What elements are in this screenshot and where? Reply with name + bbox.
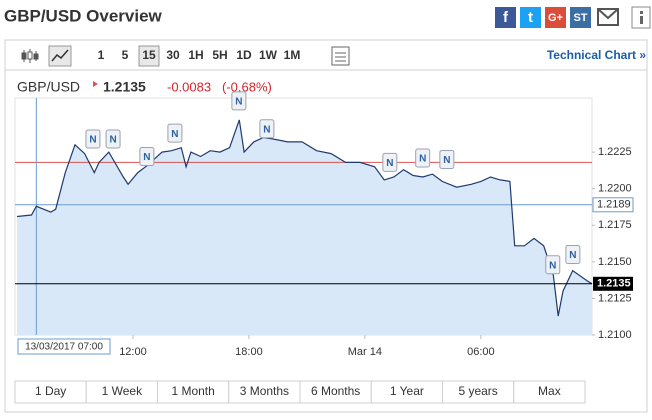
- range-button-label[interactable]: 3 Months: [240, 384, 289, 398]
- share-icon[interactable]: [495, 7, 516, 28]
- interval-button[interactable]: 1M: [284, 48, 301, 62]
- news-marker-label[interactable]: N: [171, 129, 178, 140]
- x-tick-label: 12:00: [119, 346, 147, 358]
- area-fill: [17, 119, 592, 336]
- share-icon-label[interactable]: ST: [573, 12, 587, 24]
- range-button[interactable]: [513, 380, 586, 404]
- range-button-label[interactable]: 1 Year: [390, 384, 424, 398]
- news-marker-label[interactable]: N: [443, 155, 450, 166]
- range-button-label[interactable]: 1 Month: [171, 384, 214, 398]
- news-marker-label[interactable]: N: [549, 260, 556, 271]
- y-tick-label: 1.2225: [598, 146, 632, 158]
- crosshair-y-label: 1.2189: [597, 199, 631, 211]
- news-marker-label[interactable]: N: [263, 124, 270, 135]
- info-icon-bar[interactable]: [640, 16, 643, 24]
- interval-button[interactable]: 1W: [259, 48, 278, 62]
- x-tick-label: 18:00: [235, 346, 263, 358]
- quote-flag: [93, 81, 98, 87]
- crosshair-x-label: 13/03/2017 07:00: [25, 342, 103, 353]
- y-tick-label: 1.2125: [598, 292, 632, 304]
- news-marker-label[interactable]: N: [109, 135, 116, 146]
- news-marker-label[interactable]: N: [89, 135, 96, 146]
- last-price-badge: [593, 276, 633, 291]
- interval-selected[interactable]: [138, 45, 160, 67]
- y-tick-label: 1.2100: [598, 329, 632, 341]
- share-icon[interactable]: [545, 7, 566, 28]
- x-tick-label: Mar 14: [348, 346, 382, 358]
- price-line: [16, 119, 593, 317]
- line-chart-icon[interactable]: [48, 45, 72, 67]
- quote-symbol: GBP/USD: [17, 79, 80, 95]
- news-marker[interactable]: [439, 149, 455, 169]
- share-icon-label[interactable]: G+: [548, 12, 563, 24]
- quote-change: -0.0083: [167, 79, 211, 94]
- technical-chart-link[interactable]: Technical Chart »: [547, 48, 646, 62]
- news-marker[interactable]: [167, 123, 183, 143]
- interval-button[interactable]: 1: [98, 48, 105, 62]
- crosshair-y-badge: [592, 197, 634, 213]
- news-marker[interactable]: [565, 245, 581, 265]
- mail-icon-flap[interactable]: [597, 8, 619, 20]
- news-marker[interactable]: [85, 129, 101, 149]
- news-marker-label[interactable]: N: [419, 154, 426, 165]
- crosshair-x-badge: [17, 338, 111, 355]
- calendar-icon[interactable]: [331, 46, 350, 66]
- news-marker-label[interactable]: N: [386, 158, 393, 169]
- news-marker[interactable]: [105, 129, 121, 149]
- news-marker-label[interactable]: N: [143, 152, 150, 163]
- range-button-label[interactable]: 6 Months: [311, 384, 360, 398]
- page-title: GBP/USD Overview: [4, 6, 163, 25]
- news-marker-label[interactable]: N: [569, 250, 576, 261]
- news-marker[interactable]: [139, 147, 155, 167]
- share-icon[interactable]: [520, 7, 541, 28]
- news-marker[interactable]: [259, 119, 275, 139]
- quote-change-percent: (-0.68%): [222, 79, 272, 94]
- interval-button[interactable]: 30: [166, 48, 180, 62]
- x-tick-label: 06:00: [467, 346, 495, 358]
- last-price-label: 1.2135: [597, 278, 631, 290]
- interval-button[interactable]: 5: [122, 48, 129, 62]
- share-icon-label[interactable]: f: [503, 9, 509, 26]
- range-button-label[interactable]: 1 Day: [35, 384, 66, 398]
- news-marker[interactable]: [415, 148, 431, 168]
- share-icon[interactable]: [570, 7, 591, 28]
- quote-price: 1.2135: [103, 79, 146, 95]
- interval-button[interactable]: 5H: [212, 48, 227, 62]
- interval-button[interactable]: 1H: [188, 48, 203, 62]
- y-tick-label: 1.2150: [598, 256, 632, 268]
- share-icon-label[interactable]: t: [528, 9, 533, 26]
- range-button-label[interactable]: 1 Week: [102, 384, 143, 398]
- y-tick-label: 1.2175: [598, 219, 632, 231]
- news-marker[interactable]: [545, 255, 561, 275]
- news-marker[interactable]: [382, 152, 398, 172]
- interval-button[interactable]: 15: [142, 48, 156, 62]
- candle-icon[interactable]: [21, 49, 39, 63]
- info-icon-dot[interactable]: [640, 11, 643, 14]
- news-marker[interactable]: [231, 91, 247, 111]
- range-button-label[interactable]: Max: [538, 384, 561, 398]
- interval-button[interactable]: 1D: [236, 48, 252, 62]
- range-button-label[interactable]: 5 years: [458, 384, 497, 398]
- y-tick-label: 1.2200: [598, 183, 632, 195]
- news-marker-label[interactable]: N: [235, 97, 242, 108]
